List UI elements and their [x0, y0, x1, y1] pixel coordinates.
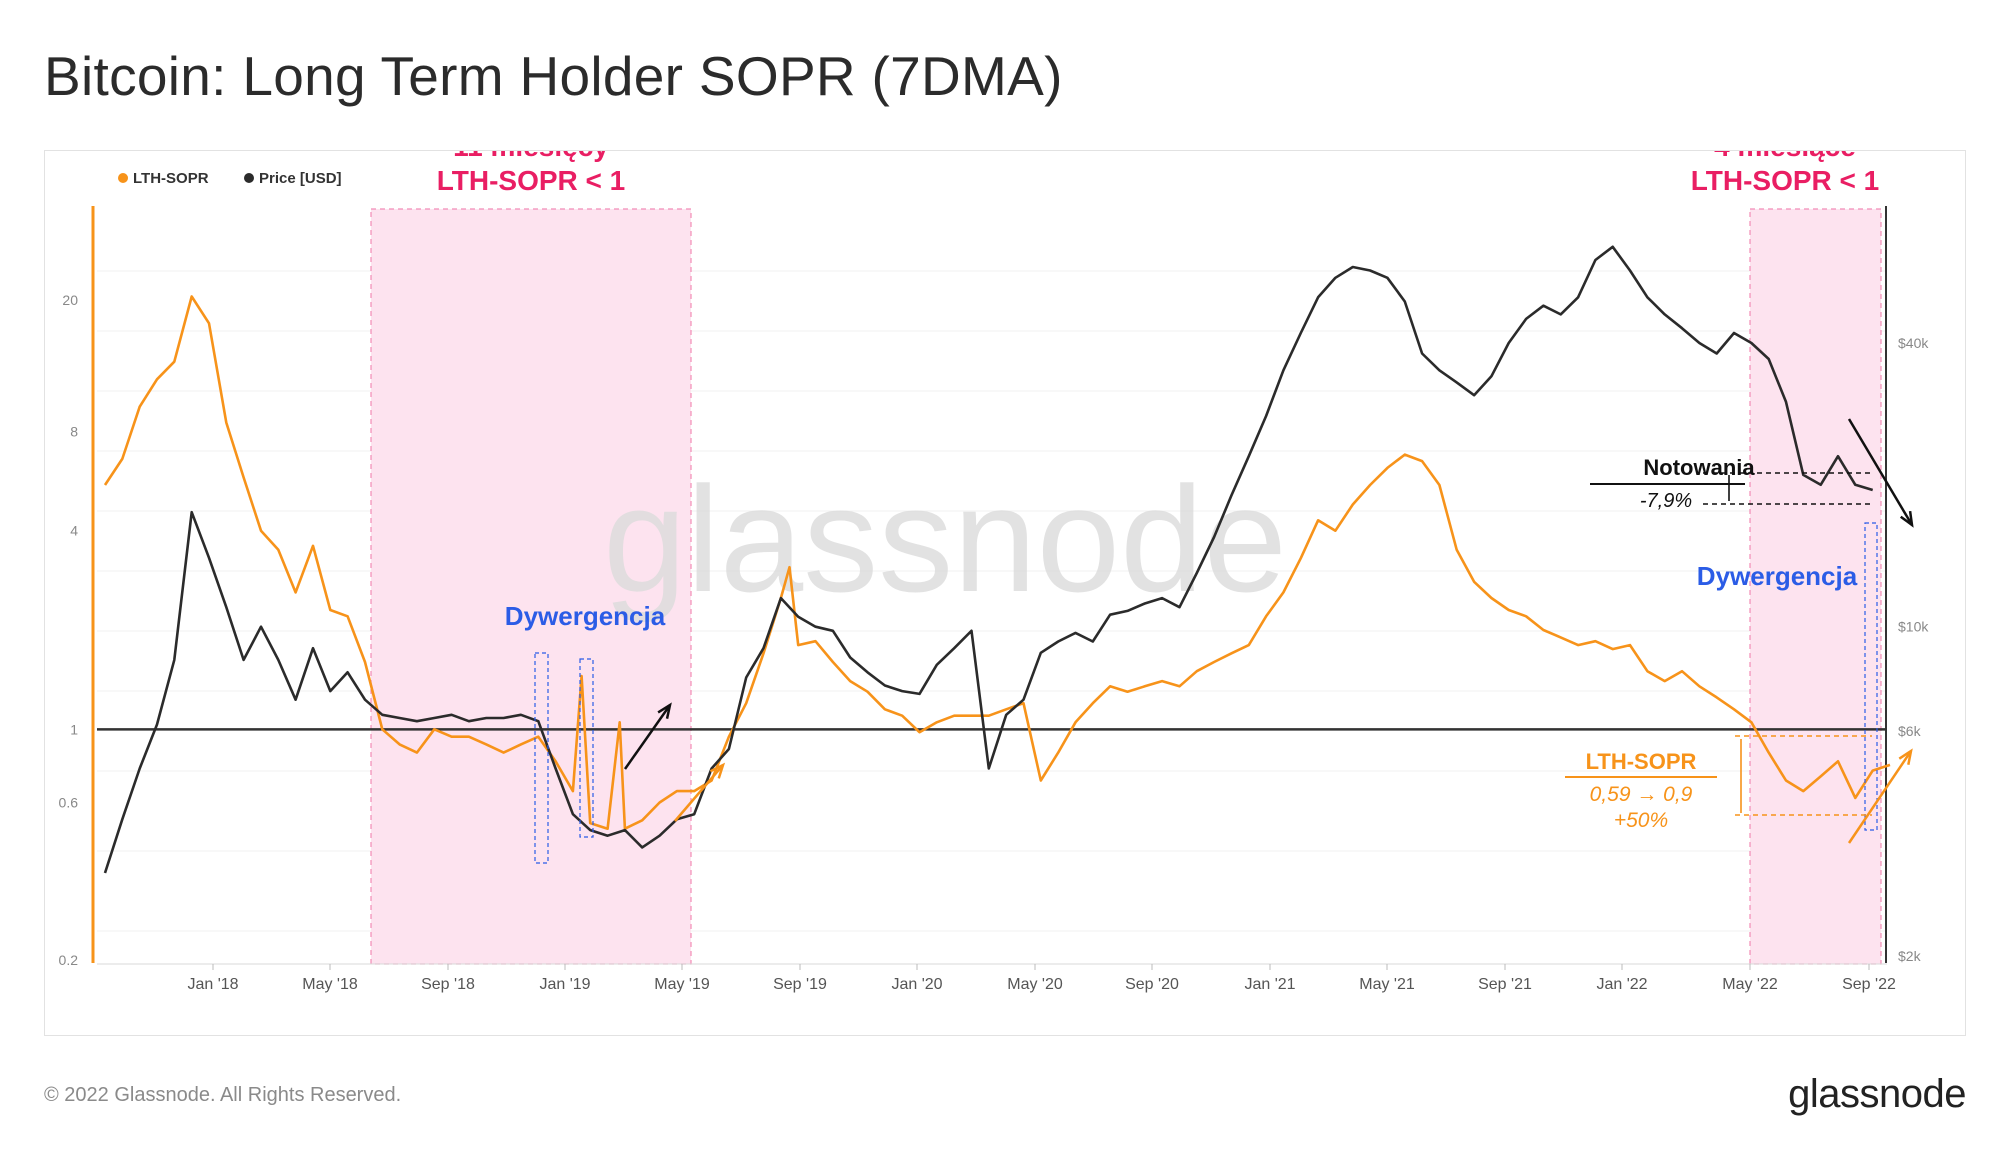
sopr-annotation-label: LTH-SOPR [1586, 749, 1697, 774]
price-annotation-label: Notowania [1643, 455, 1755, 480]
y-left-tick-label: 8 [70, 423, 78, 439]
x-tick-label: May '18 [302, 976, 358, 993]
divergence-label-2: Dywergencja [1697, 561, 1858, 591]
y-right-tick-label: $6k [1898, 723, 1922, 739]
x-tick-label: Jan '22 [1596, 976, 1647, 993]
legend-marker [244, 173, 254, 183]
sopr-annotation-pct: +50% [1614, 809, 1668, 832]
x-tick-label: May '20 [1007, 976, 1063, 993]
copyright-text: © 2022 Glassnode. All Rights Reserved. [44, 1084, 402, 1106]
arrow-down-black [1847, 418, 1914, 526]
glassnode-logo: glassnode [1788, 1072, 1966, 1116]
x-tick-label: May '21 [1359, 976, 1415, 993]
region-label-2: LTH-SOPR < 1 [1691, 165, 1880, 196]
x-tick-label: Jan '19 [539, 976, 590, 993]
arrow-up-orange-2-head [1898, 748, 1913, 765]
region-label-2: 4 miesiące [1714, 151, 1856, 162]
y-left-tick-label: 20 [62, 292, 78, 308]
shaded-region-1 [370, 208, 692, 965]
legend-label: LTH-SOPR [133, 170, 209, 187]
x-tick-label: May '19 [654, 976, 710, 993]
x-tick-label: Jan '18 [187, 976, 238, 993]
chart-frame: glassnode 0.2 0.6 1 4 8 20 $2k $6k $10k $40k Jan '1… [44, 150, 1966, 1036]
region-label-1: 11 miesięcy [453, 151, 609, 162]
divergence-box [1864, 522, 1878, 831]
divergence-label-1: Dywergencja [505, 601, 666, 631]
watermark: glassnode [603, 455, 1287, 623]
region-label-1: LTH-SOPR < 1 [437, 165, 626, 196]
arrow-up-orange-1-head [709, 762, 726, 779]
legend-marker [118, 173, 128, 183]
chart-svg: glassnode 0.2 0.6 1 4 8 20 $2k $6k $10k $40k Jan '1… [59, 151, 1930, 993]
y-right-tick-label: $2k [1898, 948, 1922, 964]
series-line-lth-sopr [103, 295, 1891, 830]
x-tick-label: Sep '20 [1125, 976, 1179, 993]
arrow-up-orange-1 [674, 764, 724, 822]
series-line-price [103, 245, 1874, 874]
sopr-annotation-change: 0,59 → 0,9 [1590, 783, 1693, 806]
x-tick-label: Jan '21 [1244, 976, 1295, 993]
x-tick-label: Sep '22 [1842, 976, 1896, 993]
y-left-tick-label: 0.6 [59, 795, 79, 811]
x-tick-label: May '22 [1722, 976, 1778, 993]
y-left-tick-label: 4 [70, 523, 78, 539]
price-annotation-change: -7,9% [1640, 490, 1692, 512]
arrow-up-orange-2 [1847, 750, 1913, 844]
x-tick-label: Sep '19 [773, 976, 827, 993]
y-left-tick-label: 1 [70, 721, 78, 737]
x-tick-label: Sep '18 [421, 976, 475, 993]
y-right-tick-label: $40k [1898, 335, 1929, 351]
arrow-up-black [623, 704, 672, 770]
arrow-up-black-head [657, 702, 672, 719]
shaded-region-2 [1749, 208, 1882, 965]
y-left-tick-label: 0.2 [59, 952, 79, 968]
arrow-down-black-head [1899, 510, 1914, 528]
page-title: Bitcoin: Long Term Holder SOPR (7DMA) [44, 45, 1063, 107]
x-tick-label: Sep '21 [1478, 976, 1532, 993]
legend-label: Price [USD] [259, 170, 342, 187]
x-tick-label: Jan '20 [891, 976, 942, 993]
divergence-box [579, 658, 594, 838]
y-right-tick-label: $10k [1898, 619, 1929, 635]
